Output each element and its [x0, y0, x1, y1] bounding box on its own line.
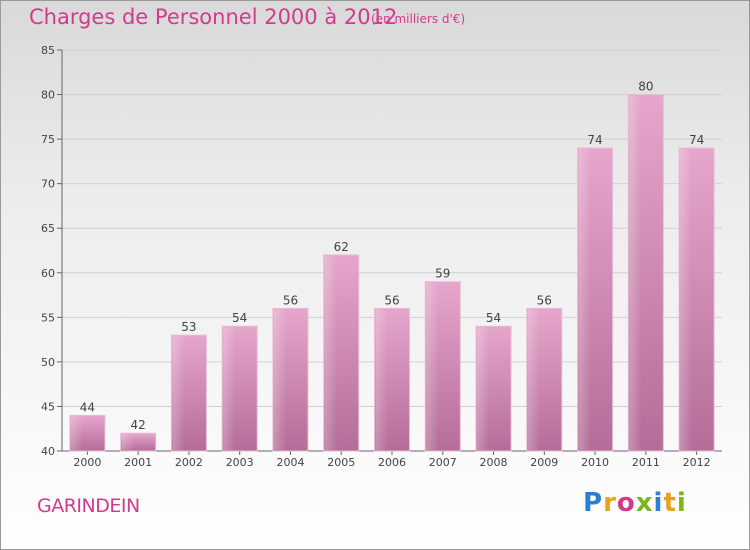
- bars: [69, 94, 715, 452]
- logo-letter: P: [583, 488, 604, 518]
- logo-letter: i: [653, 488, 664, 518]
- y-tick-label: 85: [41, 44, 55, 57]
- value-label: 56: [283, 293, 298, 307]
- x-tick-label: 2005: [327, 456, 355, 469]
- chart-title: Charges de Personnel 2000 à 2012: [29, 5, 398, 29]
- bar-highlight: [578, 149, 591, 450]
- value-label: 59: [435, 267, 450, 281]
- y-tick-label: 80: [41, 89, 55, 102]
- value-label: 53: [181, 320, 196, 334]
- bar-highlight: [629, 95, 642, 451]
- bar-2007: [424, 281, 461, 452]
- bar-highlight: [426, 282, 439, 450]
- y-tick-label: 60: [41, 267, 55, 280]
- bar-2010: [577, 147, 614, 452]
- bar-2011: [627, 94, 664, 452]
- bar-highlight: [375, 309, 388, 450]
- y-tick-label: 50: [41, 356, 55, 369]
- x-tick-label: 2006: [378, 456, 406, 469]
- bar-2000: [69, 414, 106, 452]
- commune-name: GARINDEIN: [37, 495, 140, 517]
- logo-letter: o: [616, 488, 636, 518]
- bar-2005: [323, 254, 360, 452]
- y-tick-label: 55: [41, 311, 55, 324]
- x-tick-label: 2001: [124, 456, 152, 469]
- bar-highlight: [70, 416, 84, 450]
- y-tick-label: 45: [41, 400, 55, 413]
- x-tick-label: 2009: [530, 456, 558, 469]
- bar-2009: [526, 307, 563, 452]
- x-tick-label: 2011: [632, 456, 660, 469]
- bar-highlight: [121, 434, 134, 450]
- logo-letter: r: [603, 488, 617, 518]
- x-tick-label: 2000: [73, 456, 101, 469]
- bar-2003: [221, 325, 258, 452]
- bar-2008: [475, 325, 512, 452]
- value-label: 56: [384, 293, 399, 307]
- axes: 40 45 50 55 60 65 70 75 80 85 2000 2001 2002 2003 2004…: [41, 44, 722, 469]
- x-tick-label: 2004: [276, 456, 304, 469]
- value-label: 56: [537, 293, 552, 307]
- bar-2002: [170, 334, 207, 452]
- bar-highlight: [527, 309, 541, 450]
- bar-2004: [272, 307, 309, 452]
- y-tick-label: 75: [41, 133, 55, 146]
- y-tick-label: 70: [41, 178, 55, 191]
- proxiti-logo[interactable]: Proxiti: [583, 488, 687, 518]
- bar-2012: [678, 147, 715, 452]
- value-label: 74: [689, 133, 704, 147]
- value-labels: 44 42 53 54 56 62 56 59 54 56 74 80 74: [80, 80, 705, 433]
- logo-letter: t: [663, 488, 677, 518]
- logo-letter: x: [635, 488, 654, 518]
- y-tick-label: 65: [41, 222, 55, 235]
- x-tick-label: 2008: [480, 456, 508, 469]
- value-label: 80: [638, 80, 653, 94]
- bar-highlight: [172, 336, 185, 450]
- bar-highlight: [273, 309, 287, 450]
- value-label: 62: [334, 240, 349, 254]
- bar-highlight: [324, 255, 337, 450]
- bar-highlight: [223, 327, 236, 450]
- bar-2006: [373, 307, 411, 452]
- bar-highlight: [680, 149, 693, 450]
- x-tick-label: 2012: [683, 456, 711, 469]
- value-label: 74: [587, 133, 602, 147]
- value-label: 54: [232, 311, 247, 325]
- y-tick-label: 40: [41, 445, 55, 458]
- value-label: 44: [80, 400, 95, 414]
- x-tick-label: 2002: [175, 456, 203, 469]
- logo-letter: i: [676, 488, 687, 518]
- bar-highlight: [477, 327, 490, 450]
- x-tick-label: 2007: [429, 456, 457, 469]
- bar-2001: [120, 432, 157, 452]
- chart-unit: (en milliers d'€): [371, 12, 466, 26]
- value-label: 54: [486, 311, 501, 325]
- x-tick-label: 2010: [581, 456, 609, 469]
- value-label: 42: [131, 418, 146, 432]
- x-tick-label: 2003: [226, 456, 254, 469]
